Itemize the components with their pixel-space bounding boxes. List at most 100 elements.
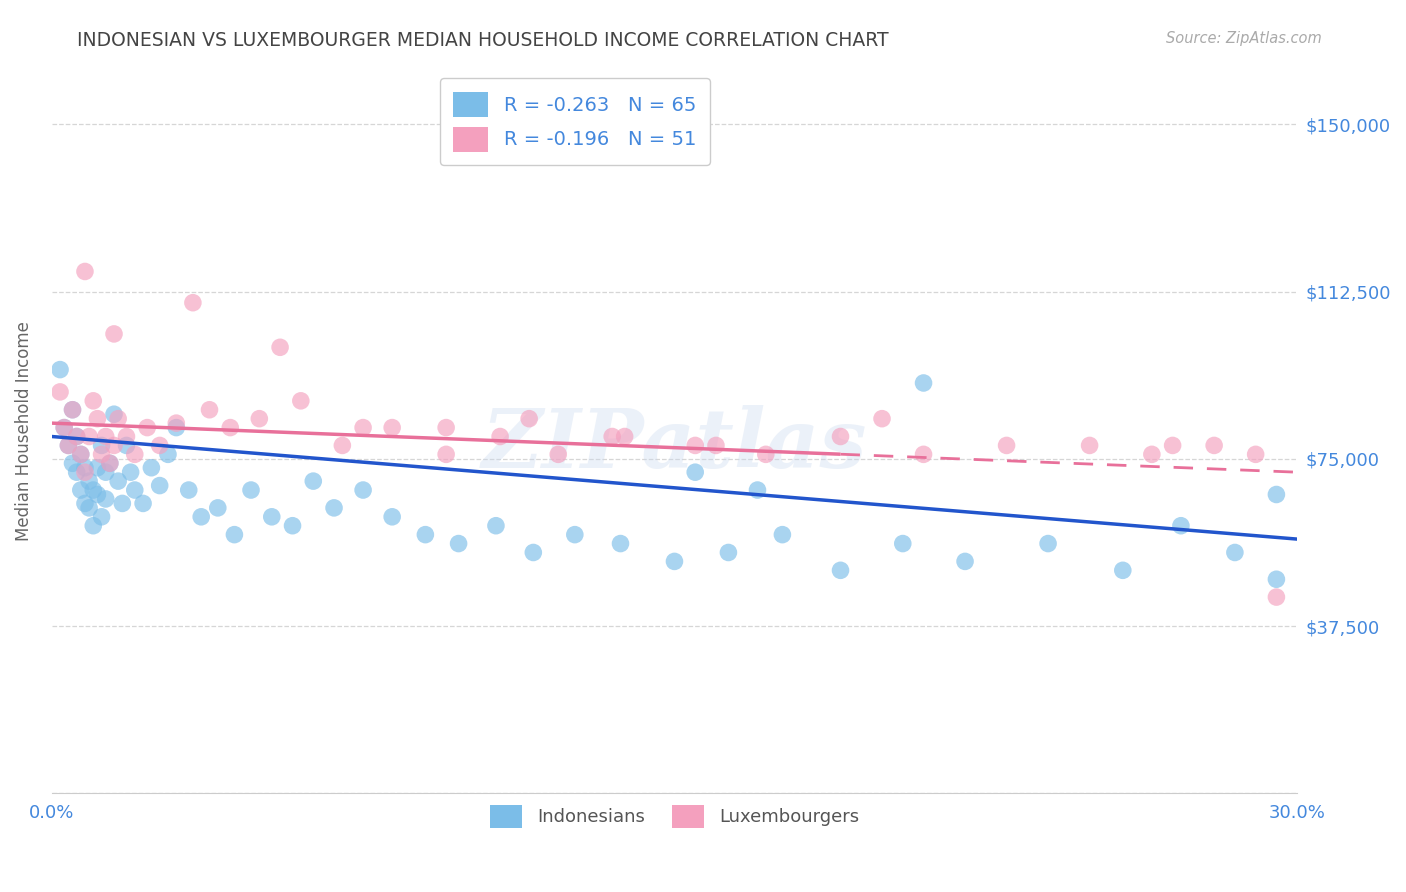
Point: [190, 509, 212, 524]
Point: [73, 264, 96, 278]
Point: [1170, 518, 1192, 533]
Text: ZIPatlas: ZIPatlas: [482, 406, 868, 485]
Point: [53, 420, 76, 434]
Point: [62, 402, 84, 417]
Point: [77, 429, 100, 443]
Point: [1036, 536, 1059, 550]
Point: [1204, 438, 1226, 452]
Point: [207, 500, 229, 515]
Point: [613, 429, 636, 443]
Point: [94, 465, 117, 479]
Point: [141, 460, 163, 475]
Point: [77, 474, 100, 488]
Point: [181, 295, 204, 310]
Point: [98, 456, 121, 470]
Point: [73, 496, 96, 510]
Point: [1265, 590, 1288, 604]
Point: [62, 456, 84, 470]
Point: [77, 500, 100, 515]
Y-axis label: Median Household Income: Median Household Income: [15, 321, 32, 541]
Point: [1161, 438, 1184, 452]
Point: [69, 447, 91, 461]
Point: [224, 527, 246, 541]
Legend: Indonesians, Luxembourgers: Indonesians, Luxembourgers: [482, 797, 866, 835]
Point: [90, 438, 112, 452]
Point: [415, 527, 437, 541]
Point: [995, 438, 1018, 452]
Point: [485, 518, 508, 533]
Point: [352, 483, 374, 497]
Point: [149, 438, 172, 452]
Point: [103, 438, 125, 452]
Point: [664, 554, 686, 568]
Point: [58, 438, 80, 452]
Point: [547, 447, 569, 461]
Text: INDONESIAN VS LUXEMBOURGER MEDIAN HOUSEHOLD INCOME CORRELATION CHART: INDONESIAN VS LUXEMBOURGER MEDIAN HOUSEH…: [77, 31, 889, 50]
Point: [165, 420, 187, 434]
Point: [912, 447, 935, 461]
Point: [219, 420, 242, 434]
Point: [156, 447, 179, 461]
Point: [98, 456, 121, 470]
Point: [69, 483, 91, 497]
Point: [683, 438, 706, 452]
Point: [115, 438, 138, 452]
Point: [269, 340, 291, 354]
Point: [73, 465, 96, 479]
Point: [912, 376, 935, 390]
Point: [600, 429, 623, 443]
Point: [120, 465, 142, 479]
Point: [177, 483, 200, 497]
Point: [830, 429, 852, 443]
Point: [82, 393, 104, 408]
Point: [434, 447, 457, 461]
Point: [302, 474, 325, 488]
Point: [704, 438, 727, 452]
Point: [381, 420, 404, 434]
Point: [111, 496, 134, 510]
Point: [53, 420, 76, 434]
Point: [1078, 438, 1101, 452]
Point: [1140, 447, 1163, 461]
Point: [870, 411, 893, 425]
Point: [522, 545, 544, 559]
Point: [330, 438, 353, 452]
Point: [107, 411, 129, 425]
Point: [86, 411, 108, 425]
Point: [747, 483, 769, 497]
Point: [1223, 545, 1246, 559]
Point: [1112, 563, 1135, 577]
Point: [86, 487, 108, 501]
Point: [683, 465, 706, 479]
Point: [66, 429, 89, 443]
Point: [260, 509, 283, 524]
Point: [717, 545, 740, 559]
Point: [90, 447, 112, 461]
Point: [107, 474, 129, 488]
Point: [124, 447, 146, 461]
Point: [58, 438, 80, 452]
Point: [90, 509, 112, 524]
Point: [62, 402, 84, 417]
Point: [564, 527, 586, 541]
Point: [49, 384, 72, 399]
Point: [830, 563, 852, 577]
Point: [103, 407, 125, 421]
Point: [73, 460, 96, 475]
Point: [136, 420, 159, 434]
Point: [953, 554, 976, 568]
Point: [247, 411, 270, 425]
Point: [149, 478, 172, 492]
Point: [94, 491, 117, 506]
Point: [352, 420, 374, 434]
Point: [447, 536, 470, 550]
Point: [165, 416, 187, 430]
Point: [49, 362, 72, 376]
Point: [290, 393, 312, 408]
Point: [86, 460, 108, 475]
Point: [609, 536, 631, 550]
Point: [770, 527, 793, 541]
Point: [434, 420, 457, 434]
Point: [1265, 572, 1288, 586]
Point: [755, 447, 778, 461]
